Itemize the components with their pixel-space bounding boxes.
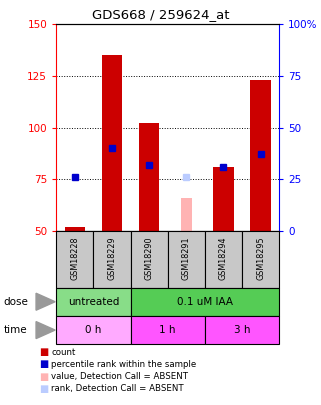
- Text: GSM18228: GSM18228: [70, 236, 79, 280]
- Text: 0 h: 0 h: [85, 325, 101, 335]
- Bar: [102, 55, 122, 231]
- Bar: [56, 231, 93, 288]
- Text: value, Detection Call = ABSENT: value, Detection Call = ABSENT: [51, 372, 188, 381]
- Text: dose: dose: [3, 297, 28, 307]
- Text: ■: ■: [39, 372, 48, 382]
- Bar: [181, 198, 192, 231]
- Text: untreated: untreated: [68, 297, 119, 307]
- Text: rank, Detection Call = ABSENT: rank, Detection Call = ABSENT: [51, 384, 184, 393]
- Text: GDS668 / 259624_at: GDS668 / 259624_at: [92, 8, 229, 21]
- Bar: [65, 227, 85, 231]
- Text: GSM18295: GSM18295: [256, 236, 265, 280]
- Bar: [168, 231, 205, 288]
- Text: 0.1 uM IAA: 0.1 uM IAA: [177, 297, 233, 307]
- Polygon shape: [36, 293, 55, 310]
- Text: percentile rank within the sample: percentile rank within the sample: [51, 360, 196, 369]
- Text: 1 h: 1 h: [160, 325, 176, 335]
- Text: GSM18229: GSM18229: [108, 236, 117, 280]
- Text: ■: ■: [39, 384, 48, 394]
- Text: 3 h: 3 h: [234, 325, 250, 335]
- Bar: [250, 80, 271, 231]
- Text: GSM18290: GSM18290: [145, 236, 154, 280]
- Text: ■: ■: [39, 347, 48, 357]
- Text: count: count: [51, 348, 76, 357]
- Bar: [213, 167, 234, 231]
- Bar: [139, 124, 159, 231]
- Text: GSM18291: GSM18291: [182, 236, 191, 280]
- Bar: [131, 231, 168, 288]
- Polygon shape: [36, 322, 55, 339]
- Bar: [205, 231, 242, 288]
- Text: ■: ■: [39, 360, 48, 369]
- Text: GSM18294: GSM18294: [219, 236, 228, 280]
- Bar: [93, 231, 131, 288]
- Text: time: time: [3, 325, 27, 335]
- Bar: [242, 231, 279, 288]
